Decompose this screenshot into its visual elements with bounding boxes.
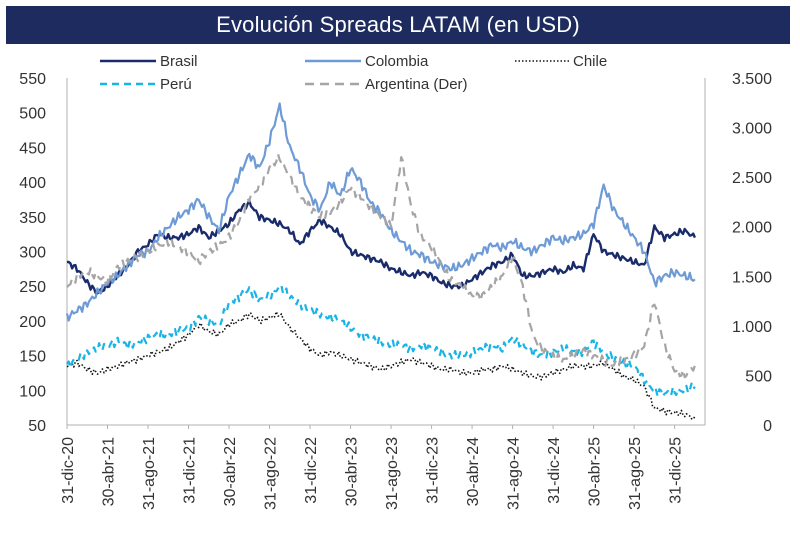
axes [66, 78, 706, 426]
x-tick-label: 30-abr-24 [465, 437, 482, 506]
x-tick-labels: 31-dic-20 30-abr-21 31-ago-21 31-dic-21 30-a… [60, 425, 685, 510]
series-line-per [66, 284, 696, 398]
x-tick-label: 31-dic-25 [668, 437, 685, 504]
y-left-tick-300: 300 [19, 245, 46, 262]
y-right-tick-labels: 3.500 3.000 2.500 2.000 1.500 1.000 500 0 [732, 71, 772, 435]
y-right-tick-500: 500 [745, 368, 772, 385]
x-tick-label: 30-abr-25 [587, 437, 604, 506]
y-right-tick-1500: 1.500 [732, 269, 772, 286]
series-line-argentina-der [66, 152, 696, 379]
y-right-tick-1000: 1.000 [732, 319, 772, 336]
y-left-tick-250: 250 [19, 279, 46, 296]
legend-label: Argentina (Der) [365, 76, 468, 93]
y-left-tick-400: 400 [19, 175, 46, 192]
y-left-tick-50: 50 [28, 418, 46, 435]
x-tick-label: 31-ago-24 [506, 437, 523, 510]
x-tick-label: 31-dic-23 [425, 437, 442, 504]
x-tick-label: 31-ago-25 [627, 437, 644, 510]
y-left-tick-100: 100 [19, 383, 46, 400]
y-right-tick-2500: 2.500 [732, 170, 772, 187]
y-left-tick-450: 450 [19, 140, 46, 157]
series-line-chile [66, 310, 696, 420]
x-tick-label: 31-dic-21 [182, 437, 199, 504]
x-tick-label: 31-ago-21 [141, 437, 158, 510]
x-tick-label: 31-ago-22 [263, 437, 280, 510]
y-left-tick-150: 150 [19, 349, 46, 366]
y-left-tick-200: 200 [19, 314, 46, 331]
legend: Brasil Colombia Chile Perú Argentina (Der) [100, 53, 607, 93]
x-tick-label: 31-ago-23 [384, 437, 401, 510]
y-right-tick-3500: 3.500 [732, 71, 772, 88]
x-tick-label: 30-abr-22 [222, 437, 239, 506]
x-tick-label: 31-dic-22 [303, 437, 320, 504]
series-lines [65, 102, 697, 420]
y-right-tick-0: 0 [763, 418, 772, 435]
x-tick-label: 30-abr-21 [101, 437, 118, 506]
legend-label: Brasil [160, 53, 198, 70]
chart-title: Evolución Spreads LATAM (en USD) [6, 6, 790, 44]
y-left-tick-500: 500 [19, 106, 46, 123]
series-line-colombia [65, 102, 696, 322]
legend-label: Colombia [365, 53, 429, 70]
y-left-tick-350: 350 [19, 210, 46, 227]
y-left-tick-550: 550 [19, 71, 46, 88]
legend-label: Perú [160, 76, 192, 93]
y-right-tick-2000: 2.000 [732, 220, 772, 237]
x-tick-label: 31-dic-20 [60, 437, 77, 504]
x-tick-label: 30-abr-23 [344, 437, 361, 506]
x-tick-label: 31-dic-24 [546, 437, 563, 504]
y-right-tick-3000: 3.000 [732, 121, 772, 138]
y-left-tick-labels: 550 500 450 400 350 300 250 200 150 100 50 [19, 71, 46, 435]
legend-label: Chile [573, 53, 607, 70]
